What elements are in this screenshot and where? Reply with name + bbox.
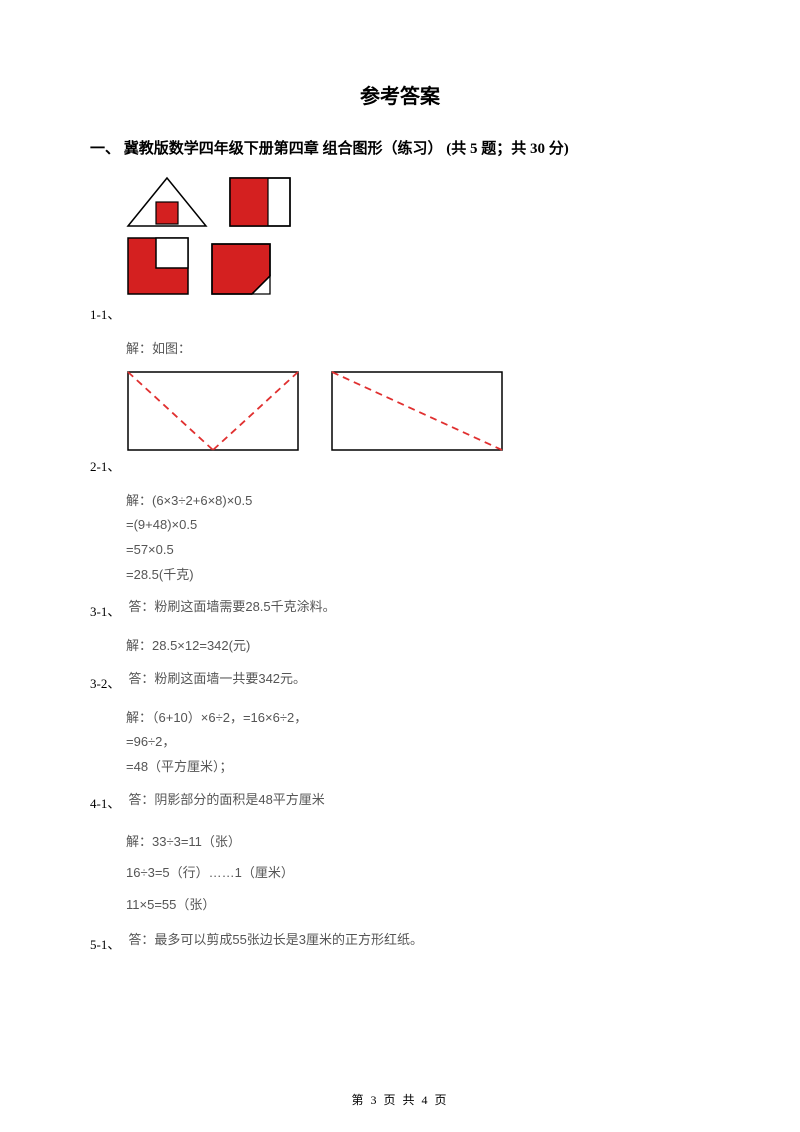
q3-1-line1: =(9+48)×0.5 xyxy=(126,513,710,538)
q5-ans: 答：最多可以剪成55张边长是3厘米的正方形红纸。 xyxy=(128,928,423,953)
q4-work: 解：（6+10）×6÷2，=16×6÷2， =96÷2， =48（平方厘米）； xyxy=(126,706,710,780)
shape-lshape xyxy=(126,236,190,296)
section-number: 一、 xyxy=(90,141,120,157)
q4-line2: =48（平方厘米）； xyxy=(126,755,710,780)
q3-1-line3: =28.5(千克) xyxy=(126,563,710,588)
q5-work: 解：33÷3=11（张） 16÷3=5（行）……1（厘米） 11×5=55（张） xyxy=(126,826,710,920)
q3-1-label: 3-1、 xyxy=(90,601,120,620)
q5-label: 5-1、 xyxy=(90,934,120,953)
q3-2-work: 解：28.5×12=342(元) xyxy=(126,634,710,659)
q3-1-ans: 答：粉刷这面墙需要28.5千克涂料。 xyxy=(128,595,335,620)
q5-line1: 16÷3=5（行）……1（厘米） xyxy=(126,857,710,888)
shape-square-half xyxy=(228,176,292,228)
q4-label: 4-1、 xyxy=(90,793,120,812)
page-title: 参考答案 xyxy=(90,80,710,109)
q4-ans: 答：阴影部分的面积是48平方厘米 xyxy=(128,788,324,813)
q4-line0: 解：（6+10）×6÷2，=16×6÷2， xyxy=(126,706,710,731)
q5-line0: 解：33÷3=11（张） xyxy=(126,826,710,857)
page-footer: 第 3 页 共 4 页 xyxy=(0,1091,800,1108)
q2-intro: 解：如图： xyxy=(126,337,710,362)
shape-folded xyxy=(210,242,272,296)
section-header: 一、 冀教版数学四年级下册第四章 组合图形（练习） (共 5 题；共 30 分) xyxy=(90,137,710,158)
q1-figures xyxy=(126,176,710,296)
q3-1-line2: =57×0.5 xyxy=(126,538,710,563)
q2-label: 2-1、 xyxy=(90,456,120,475)
q2-rect-v xyxy=(126,370,300,452)
q1-label: 1-1、 xyxy=(90,304,120,323)
q4-line1: =96÷2， xyxy=(126,730,710,755)
q3-2-line0: 解：28.5×12=342(元) xyxy=(126,634,710,659)
q3-1-line0: 解：(6×3÷2+6×8)×0.5 xyxy=(126,489,710,514)
q5-line2: 11×5=55（张） xyxy=(126,889,710,920)
q2-rect-diag xyxy=(330,370,504,452)
q3-2-ans: 答：粉刷这面墙一共要342元。 xyxy=(128,667,306,692)
q3-1-work: 解：(6×3÷2+6×8)×0.5 =(9+48)×0.5 =57×0.5 =2… xyxy=(126,489,710,588)
section-text: 冀教版数学四年级下册第四章 组合图形（练习） xyxy=(124,141,443,157)
shape-triangle xyxy=(126,176,208,228)
section-meta: (共 5 题；共 30 分) xyxy=(446,141,569,157)
q3-2-label: 3-2、 xyxy=(90,673,120,692)
